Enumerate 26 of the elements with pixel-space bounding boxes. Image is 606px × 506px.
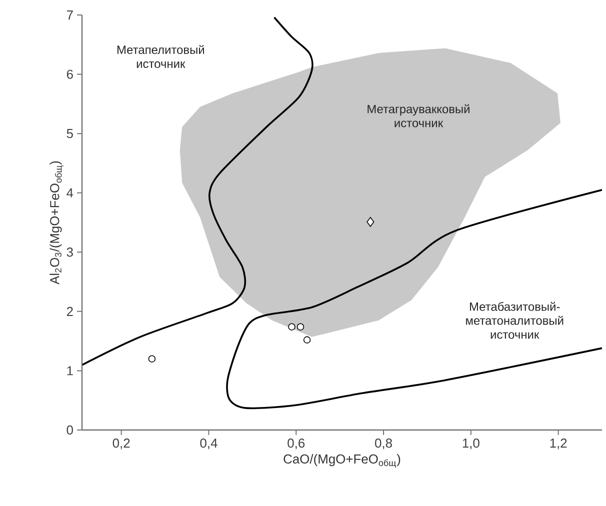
y-axis-title: Al$_{2}$O$_{3}$/(MgO+FeO$_{общ}$) bbox=[50, 161, 64, 284]
point bbox=[296, 323, 304, 330]
y-tick-label: 4 bbox=[66, 188, 74, 198]
line-series bbox=[82, 16, 314, 366]
y-tick-label: 1 bbox=[67, 366, 73, 376]
x-tick-label: 1,0 bbox=[462, 438, 480, 450]
annotation: Метабазитовый-метатоналитовый источник bbox=[466, 302, 564, 339]
point bbox=[303, 336, 311, 344]
point bbox=[288, 323, 296, 330]
point bbox=[366, 217, 374, 227]
y-tick-label: 3 bbox=[66, 248, 73, 257]
point bbox=[148, 355, 156, 362]
x-tick-label: 0,2 bbox=[112, 438, 130, 450]
x-tick-label: 0,6 bbox=[288, 438, 305, 450]
x-tick-label: 0,4 bbox=[200, 438, 218, 450]
y-tick-label: 0 bbox=[66, 425, 73, 435]
x-tick-label: 1,2 bbox=[550, 438, 567, 450]
y-tick-label: 2 bbox=[66, 306, 73, 316]
y-tick-label: 7 bbox=[66, 10, 73, 20]
annotation: Метаграувакковый источник bbox=[368, 104, 470, 128]
x-axis-title: CaO/(MgO+FeO$_{общ}$) bbox=[284, 454, 400, 468]
line-series bbox=[226, 188, 602, 410]
y-tick-label: 6 bbox=[66, 70, 73, 79]
y-tick-label: 5 bbox=[66, 129, 73, 138]
x-tick-label: 0,8 bbox=[375, 438, 392, 450]
annotation: Метапелитовый источник bbox=[117, 45, 204, 68]
